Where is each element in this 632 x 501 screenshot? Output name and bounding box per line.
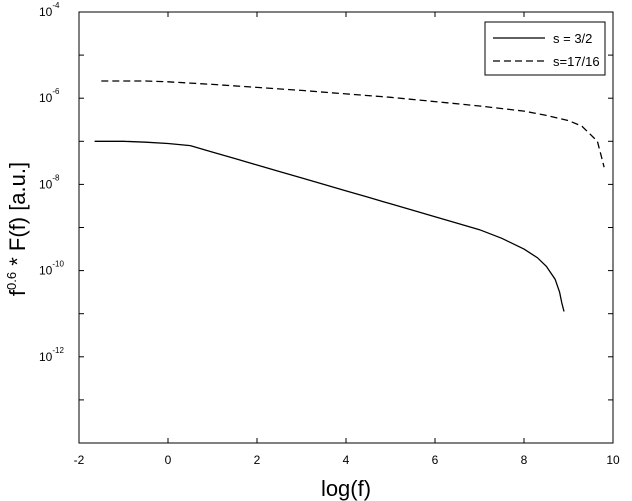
y-tick-base: 10 xyxy=(39,5,53,19)
series-line-1 xyxy=(94,140,565,312)
y-tick-exponent: -6 xyxy=(52,87,60,96)
y-tick-label: 10-6 xyxy=(39,87,60,105)
y-tick-exponent: -8 xyxy=(52,173,60,182)
x-tick-label: 10 xyxy=(606,453,620,467)
y-axis-label-base: f xyxy=(5,289,30,296)
y-axis-label-exponent: 0.6 xyxy=(4,272,19,290)
x-axis-ticks: -2 0 2 4 6 8 10 xyxy=(74,12,620,467)
y-axis-label-rest: * F(f) [a.u.] xyxy=(5,162,30,272)
x-tick-label: 8 xyxy=(521,453,528,467)
x-axis-label: log(f) xyxy=(321,476,371,501)
y-tick-exponent: -10 xyxy=(52,260,64,269)
x-tick-label: 4 xyxy=(343,453,350,467)
x-tick-label: 0 xyxy=(165,453,172,467)
y-tick-base: 10 xyxy=(39,177,53,191)
series-lines xyxy=(94,80,605,312)
legend: s = 3/2 s=17/16 xyxy=(484,21,606,76)
legend-label-series-2: s=17/16 xyxy=(553,54,600,69)
y-tick-label: 10-4 xyxy=(39,1,60,19)
y-tick-label: 10-8 xyxy=(39,173,60,191)
legend-label-series-1: s = 3/2 xyxy=(553,31,592,46)
y-tick-label: 10-10 xyxy=(39,260,64,278)
y-tick-base: 10 xyxy=(39,91,53,105)
x-tick-label: 2 xyxy=(254,453,261,467)
plot-area xyxy=(78,11,614,444)
series-line-2 xyxy=(101,80,605,168)
y-tick-base: 10 xyxy=(39,264,53,278)
legend-box xyxy=(484,21,606,76)
y-axis-label: f0.6 * F(f) [a.u.] xyxy=(4,162,30,296)
y-tick-label: 10-12 xyxy=(39,346,64,364)
y-tick-exponent: -12 xyxy=(52,346,64,355)
x-tick-label: -2 xyxy=(74,453,85,467)
x-tick-label: 6 xyxy=(432,453,439,467)
y-tick-base: 10 xyxy=(39,350,53,364)
y-tick-exponent: -4 xyxy=(52,1,60,10)
